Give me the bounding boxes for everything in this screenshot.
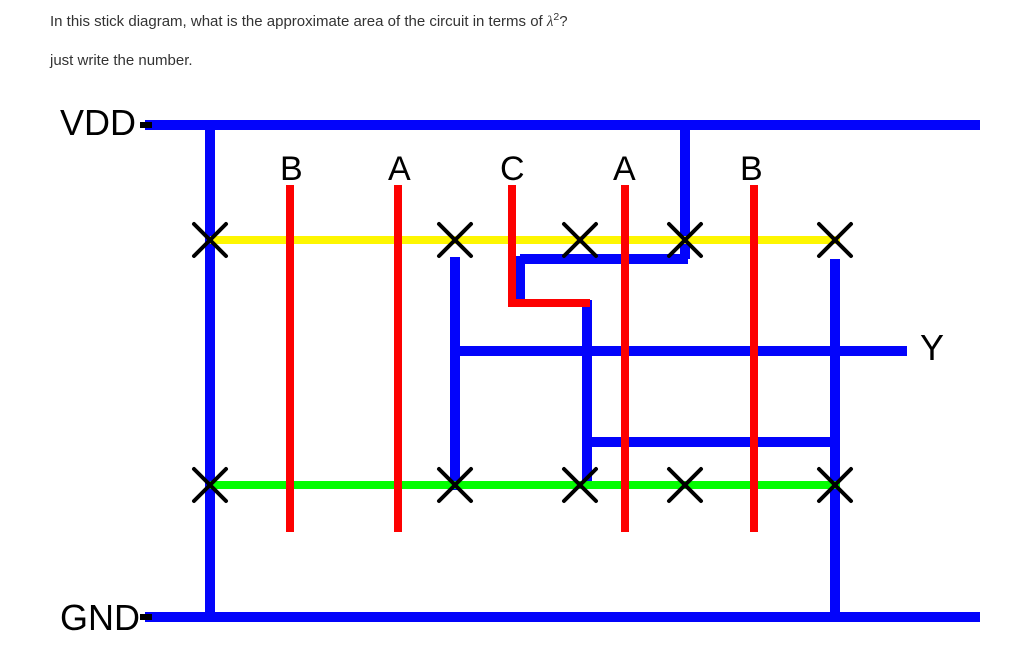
question-line-2: just write the number. (50, 50, 974, 73)
question-line-1: In this stick diagram, what is the appro… (50, 10, 974, 34)
q1-prefix: In this stick diagram, what is the appro… (50, 13, 547, 30)
vdd-label: VDD (60, 102, 136, 143)
signal-label-3: A (613, 150, 636, 188)
signal-label-0: B (280, 150, 303, 188)
stick-diagram: VDD GND Y B A C A B (40, 90, 980, 640)
signal-label-1: A (388, 150, 411, 188)
q1-suffix: ? (559, 13, 567, 30)
question-block: In this stick diagram, what is the appro… (0, 0, 1024, 96)
stick-diagram-svg: VDD GND Y B A C A B (40, 90, 980, 640)
gnd-label: GND (60, 597, 140, 638)
output-y-label: Y (920, 327, 944, 368)
signal-label-4: B (740, 150, 763, 188)
signal-label-2: C (500, 150, 525, 188)
